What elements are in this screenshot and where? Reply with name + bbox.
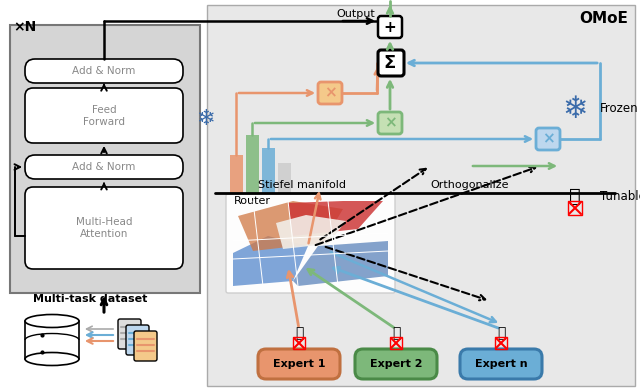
Text: Expert n: Expert n	[475, 359, 527, 369]
Text: Multi-task dataset: Multi-task dataset	[33, 294, 147, 304]
Bar	[390, 337, 402, 349]
Text: 🔥: 🔥	[392, 326, 400, 340]
Text: 🔥: 🔥	[295, 326, 303, 340]
FancyBboxPatch shape	[355, 349, 437, 379]
Text: ×: ×	[541, 131, 554, 147]
Text: ×: ×	[383, 115, 396, 131]
Text: 🔥: 🔥	[497, 326, 505, 340]
Text: Orthogonalize: Orthogonalize	[431, 180, 509, 190]
Text: ❄: ❄	[563, 95, 588, 124]
Text: 🔥: 🔥	[569, 187, 581, 206]
Bar	[10, 25, 200, 293]
FancyBboxPatch shape	[118, 319, 141, 349]
Bar	[246, 135, 259, 193]
Bar	[278, 163, 291, 193]
FancyBboxPatch shape	[258, 349, 340, 379]
Bar	[25, 321, 79, 359]
FancyBboxPatch shape	[25, 59, 183, 83]
Text: Add & Norm: Add & Norm	[72, 162, 136, 172]
Text: Router: Router	[234, 196, 271, 206]
Text: ×: ×	[324, 86, 337, 100]
Bar	[262, 148, 275, 193]
Ellipse shape	[25, 353, 79, 366]
Ellipse shape	[25, 314, 79, 328]
FancyBboxPatch shape	[126, 325, 149, 355]
FancyBboxPatch shape	[378, 112, 402, 134]
FancyBboxPatch shape	[536, 128, 560, 150]
Bar	[495, 337, 507, 349]
FancyBboxPatch shape	[25, 88, 183, 143]
Text: Output: Output	[336, 9, 375, 19]
Polygon shape	[293, 241, 388, 286]
Text: Add & Norm: Add & Norm	[72, 66, 136, 76]
Bar	[207, 5, 635, 386]
Bar	[230, 155, 243, 193]
FancyBboxPatch shape	[134, 331, 157, 361]
Text: Expert 2: Expert 2	[370, 359, 422, 369]
Text: Expert 1: Expert 1	[273, 359, 325, 369]
Text: ❄: ❄	[196, 109, 214, 129]
FancyBboxPatch shape	[226, 194, 395, 293]
Polygon shape	[233, 236, 308, 286]
Text: +: +	[383, 20, 396, 34]
FancyBboxPatch shape	[25, 187, 183, 269]
Polygon shape	[276, 215, 346, 249]
FancyBboxPatch shape	[25, 155, 183, 179]
Text: Frozen: Frozen	[600, 102, 639, 115]
Text: Feed
Forward: Feed Forward	[83, 105, 125, 127]
Text: OMoE: OMoE	[579, 11, 628, 26]
Text: Tunable: Tunable	[600, 190, 640, 203]
Bar	[293, 337, 305, 349]
Polygon shape	[238, 201, 343, 251]
FancyBboxPatch shape	[318, 82, 342, 104]
Bar	[568, 201, 582, 215]
Text: ×N: ×N	[13, 20, 36, 34]
Text: Stiefel manifold: Stiefel manifold	[259, 180, 346, 190]
FancyBboxPatch shape	[378, 16, 402, 38]
Polygon shape	[288, 201, 383, 236]
Text: Σ: Σ	[384, 54, 396, 72]
FancyBboxPatch shape	[378, 50, 404, 76]
Text: Multi-Head
Attention: Multi-Head Attention	[76, 217, 132, 239]
FancyBboxPatch shape	[460, 349, 542, 379]
